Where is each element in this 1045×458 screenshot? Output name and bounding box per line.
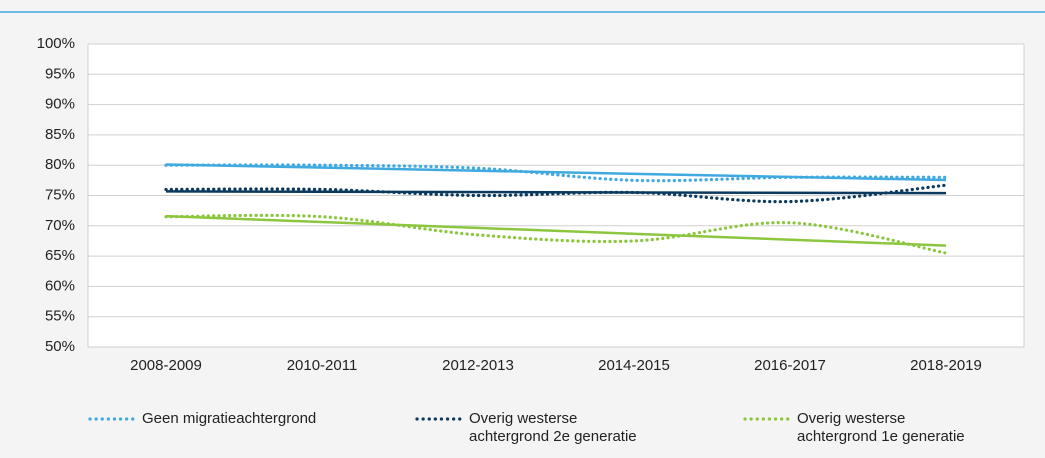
y-tick-label: 90% bbox=[45, 96, 75, 113]
legend-label: Geen migratieachtergrond bbox=[142, 410, 317, 427]
trend-line bbox=[165, 190, 947, 195]
y-tick-label: 55% bbox=[45, 308, 75, 325]
x-tick-label: 2016-2017 bbox=[754, 357, 826, 374]
y-tick-label: 50% bbox=[45, 338, 75, 355]
x-tick-label: 2010-2011 bbox=[287, 357, 358, 374]
series-line bbox=[164, 163, 948, 183]
y-tick-label: 80% bbox=[45, 156, 75, 173]
y-tick-label: 75% bbox=[45, 186, 75, 203]
legend-label: Overig westerse achtergrond 1e generatie bbox=[797, 410, 965, 445]
x-tick-label: 2012-2013 bbox=[442, 357, 514, 374]
x-tick-label: 2008-2009 bbox=[130, 357, 202, 374]
x-tick-label: 2014-2015 bbox=[598, 357, 670, 374]
legend-label: Overig westerse achtergrond 2e generatie bbox=[469, 410, 637, 445]
y-tick-label: 65% bbox=[45, 247, 75, 264]
series-line bbox=[164, 213, 948, 255]
y-tick-label: 60% bbox=[45, 277, 75, 294]
y-tick-label: 85% bbox=[45, 126, 75, 143]
y-tick-label: 95% bbox=[45, 65, 75, 82]
trend-line bbox=[165, 214, 947, 247]
series-line bbox=[164, 183, 948, 204]
y-tick-label: 70% bbox=[45, 217, 75, 234]
x-tick-label: 2018-2019 bbox=[910, 357, 982, 374]
y-tick-label: 100% bbox=[37, 35, 75, 52]
